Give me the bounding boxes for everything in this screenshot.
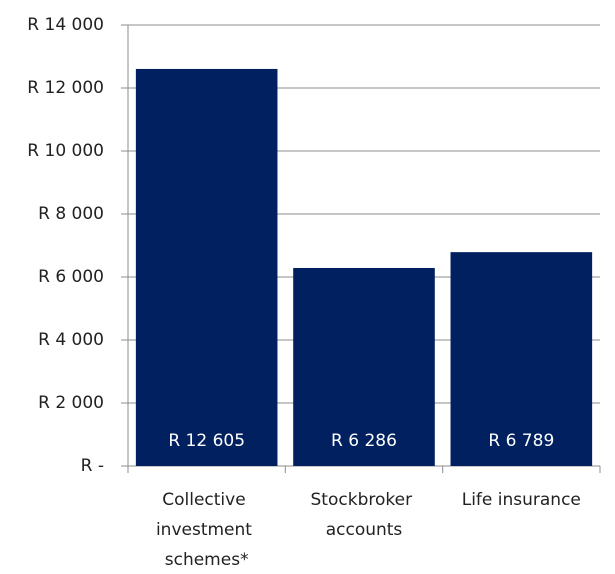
bar bbox=[135, 68, 278, 466]
y-tick-label: R 12 000 bbox=[27, 78, 104, 98]
y-tick-label: R 10 000 bbox=[27, 141, 104, 161]
x-tick-label: Life insurance bbox=[462, 490, 581, 510]
y-tick-label: R 8 000 bbox=[38, 204, 104, 224]
y-tick-label: R 4 000 bbox=[38, 330, 104, 350]
data-label: R 12 605 bbox=[168, 431, 245, 451]
bar bbox=[450, 252, 593, 466]
data-label: R 6 286 bbox=[331, 431, 397, 451]
data-label: R 6 789 bbox=[488, 431, 554, 451]
y-tick-label: R - bbox=[81, 456, 104, 476]
y-tick-label: R 6 000 bbox=[38, 267, 104, 287]
y-tick-label: R 2 000 bbox=[38, 393, 104, 413]
x-tick-label: Collective investment schemes* bbox=[156, 490, 257, 570]
bar bbox=[293, 267, 435, 466]
y-tick-label: R 14 000 bbox=[27, 15, 104, 35]
x-tick-label: Stockbroker accounts bbox=[311, 490, 418, 540]
